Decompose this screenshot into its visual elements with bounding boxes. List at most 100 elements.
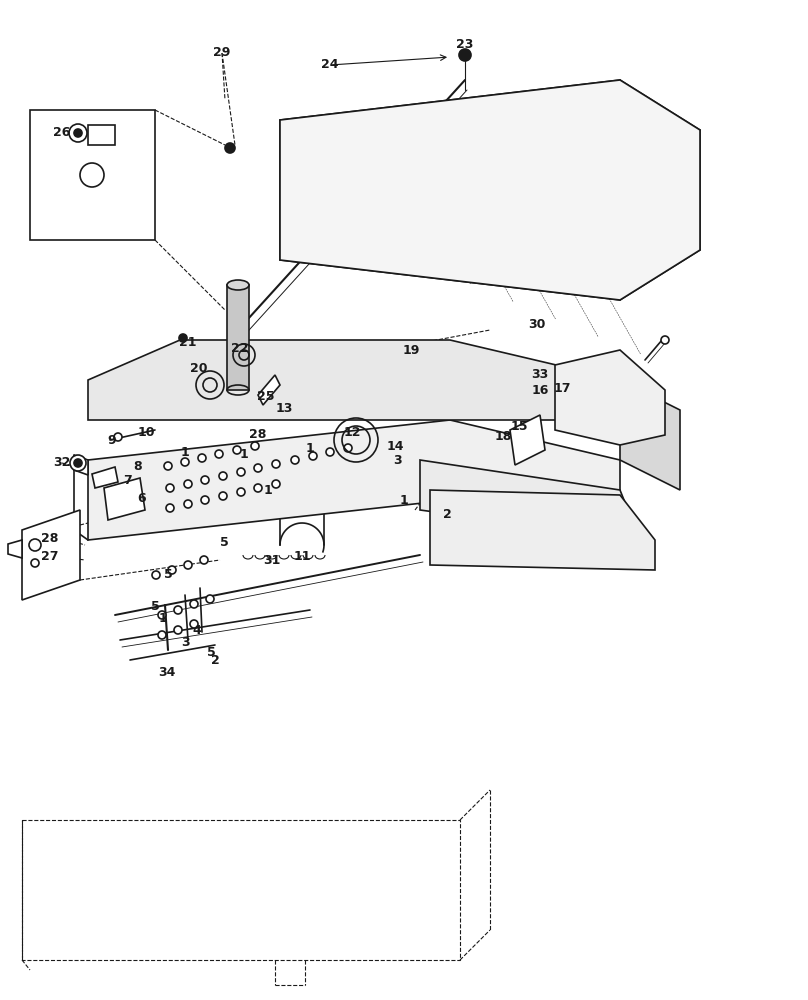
Text: 18: 18 (494, 430, 511, 444)
Text: 5: 5 (220, 536, 229, 548)
Text: 2: 2 (211, 654, 220, 666)
Polygon shape (280, 80, 700, 300)
Text: 32: 32 (53, 456, 70, 470)
Polygon shape (620, 380, 680, 490)
Text: 25: 25 (257, 390, 275, 403)
Polygon shape (227, 285, 249, 390)
Circle shape (166, 484, 174, 492)
Text: 1: 1 (263, 484, 272, 496)
Text: 2: 2 (443, 508, 452, 522)
Polygon shape (258, 375, 280, 405)
Text: 8: 8 (133, 460, 142, 473)
Text: 34: 34 (158, 666, 175, 678)
Circle shape (69, 124, 87, 142)
Text: 13: 13 (276, 401, 292, 414)
Polygon shape (430, 490, 655, 570)
Text: 27: 27 (41, 550, 59, 564)
Circle shape (166, 504, 174, 512)
Text: 28: 28 (41, 532, 59, 544)
Text: 29: 29 (213, 46, 231, 60)
Text: 15: 15 (510, 420, 528, 432)
Circle shape (254, 484, 262, 492)
Polygon shape (104, 478, 145, 520)
Polygon shape (88, 420, 620, 540)
Circle shape (237, 468, 245, 476)
Circle shape (114, 433, 122, 441)
Circle shape (152, 571, 160, 579)
Polygon shape (22, 510, 80, 600)
Text: 7: 7 (124, 474, 133, 487)
Text: 1: 1 (240, 448, 248, 462)
Text: 22: 22 (231, 342, 249, 355)
Circle shape (198, 454, 206, 462)
Circle shape (164, 462, 172, 470)
Circle shape (184, 561, 192, 569)
Polygon shape (420, 460, 640, 540)
Circle shape (309, 452, 317, 460)
Circle shape (174, 606, 182, 614)
Text: 17: 17 (553, 381, 570, 394)
Text: 3: 3 (181, 637, 189, 650)
Circle shape (272, 460, 280, 468)
Text: 6: 6 (137, 491, 146, 504)
Text: 1: 1 (400, 493, 408, 506)
Text: 19: 19 (402, 344, 419, 357)
Circle shape (219, 492, 227, 500)
Polygon shape (8, 540, 22, 558)
Text: 4: 4 (192, 624, 201, 637)
Text: 9: 9 (107, 434, 116, 446)
Text: 28: 28 (250, 428, 267, 442)
Circle shape (70, 455, 86, 471)
Circle shape (237, 488, 245, 496)
Circle shape (661, 336, 669, 344)
Circle shape (206, 595, 214, 603)
Circle shape (74, 129, 82, 137)
Circle shape (184, 500, 192, 508)
Circle shape (200, 556, 208, 564)
Circle shape (344, 444, 352, 452)
Circle shape (190, 600, 198, 608)
Circle shape (174, 626, 182, 634)
Text: 1: 1 (305, 442, 314, 454)
Text: 26: 26 (53, 126, 70, 139)
Text: 33: 33 (532, 368, 549, 381)
Text: 14: 14 (386, 440, 404, 454)
Text: 31: 31 (263, 554, 280, 566)
Circle shape (190, 620, 198, 628)
Circle shape (219, 472, 227, 480)
Text: 24: 24 (322, 58, 339, 72)
Text: 23: 23 (457, 38, 473, 51)
Circle shape (184, 480, 192, 488)
Circle shape (233, 446, 241, 454)
Text: 3: 3 (393, 454, 402, 466)
Circle shape (291, 456, 299, 464)
Circle shape (326, 448, 334, 456)
Text: 11: 11 (293, 550, 311, 562)
Circle shape (179, 334, 187, 342)
Polygon shape (555, 350, 665, 445)
Text: 5: 5 (207, 646, 216, 658)
Circle shape (74, 459, 82, 467)
Circle shape (168, 566, 176, 574)
Text: 5: 5 (164, 568, 172, 580)
Text: 30: 30 (528, 318, 545, 332)
Polygon shape (92, 467, 118, 488)
Polygon shape (88, 125, 115, 145)
Circle shape (215, 450, 223, 458)
Text: 5: 5 (150, 600, 159, 613)
Circle shape (158, 631, 166, 639)
Text: 12: 12 (343, 426, 360, 438)
Circle shape (254, 464, 262, 472)
Text: 1: 1 (181, 446, 189, 460)
Polygon shape (30, 110, 155, 240)
Circle shape (158, 611, 166, 619)
Circle shape (225, 143, 235, 153)
Text: 1: 1 (158, 611, 167, 624)
Text: 16: 16 (532, 383, 549, 396)
Circle shape (459, 49, 471, 61)
Polygon shape (88, 340, 620, 420)
Polygon shape (74, 455, 88, 475)
Text: 10: 10 (137, 426, 155, 440)
Circle shape (181, 458, 189, 466)
Text: 20: 20 (190, 361, 208, 374)
